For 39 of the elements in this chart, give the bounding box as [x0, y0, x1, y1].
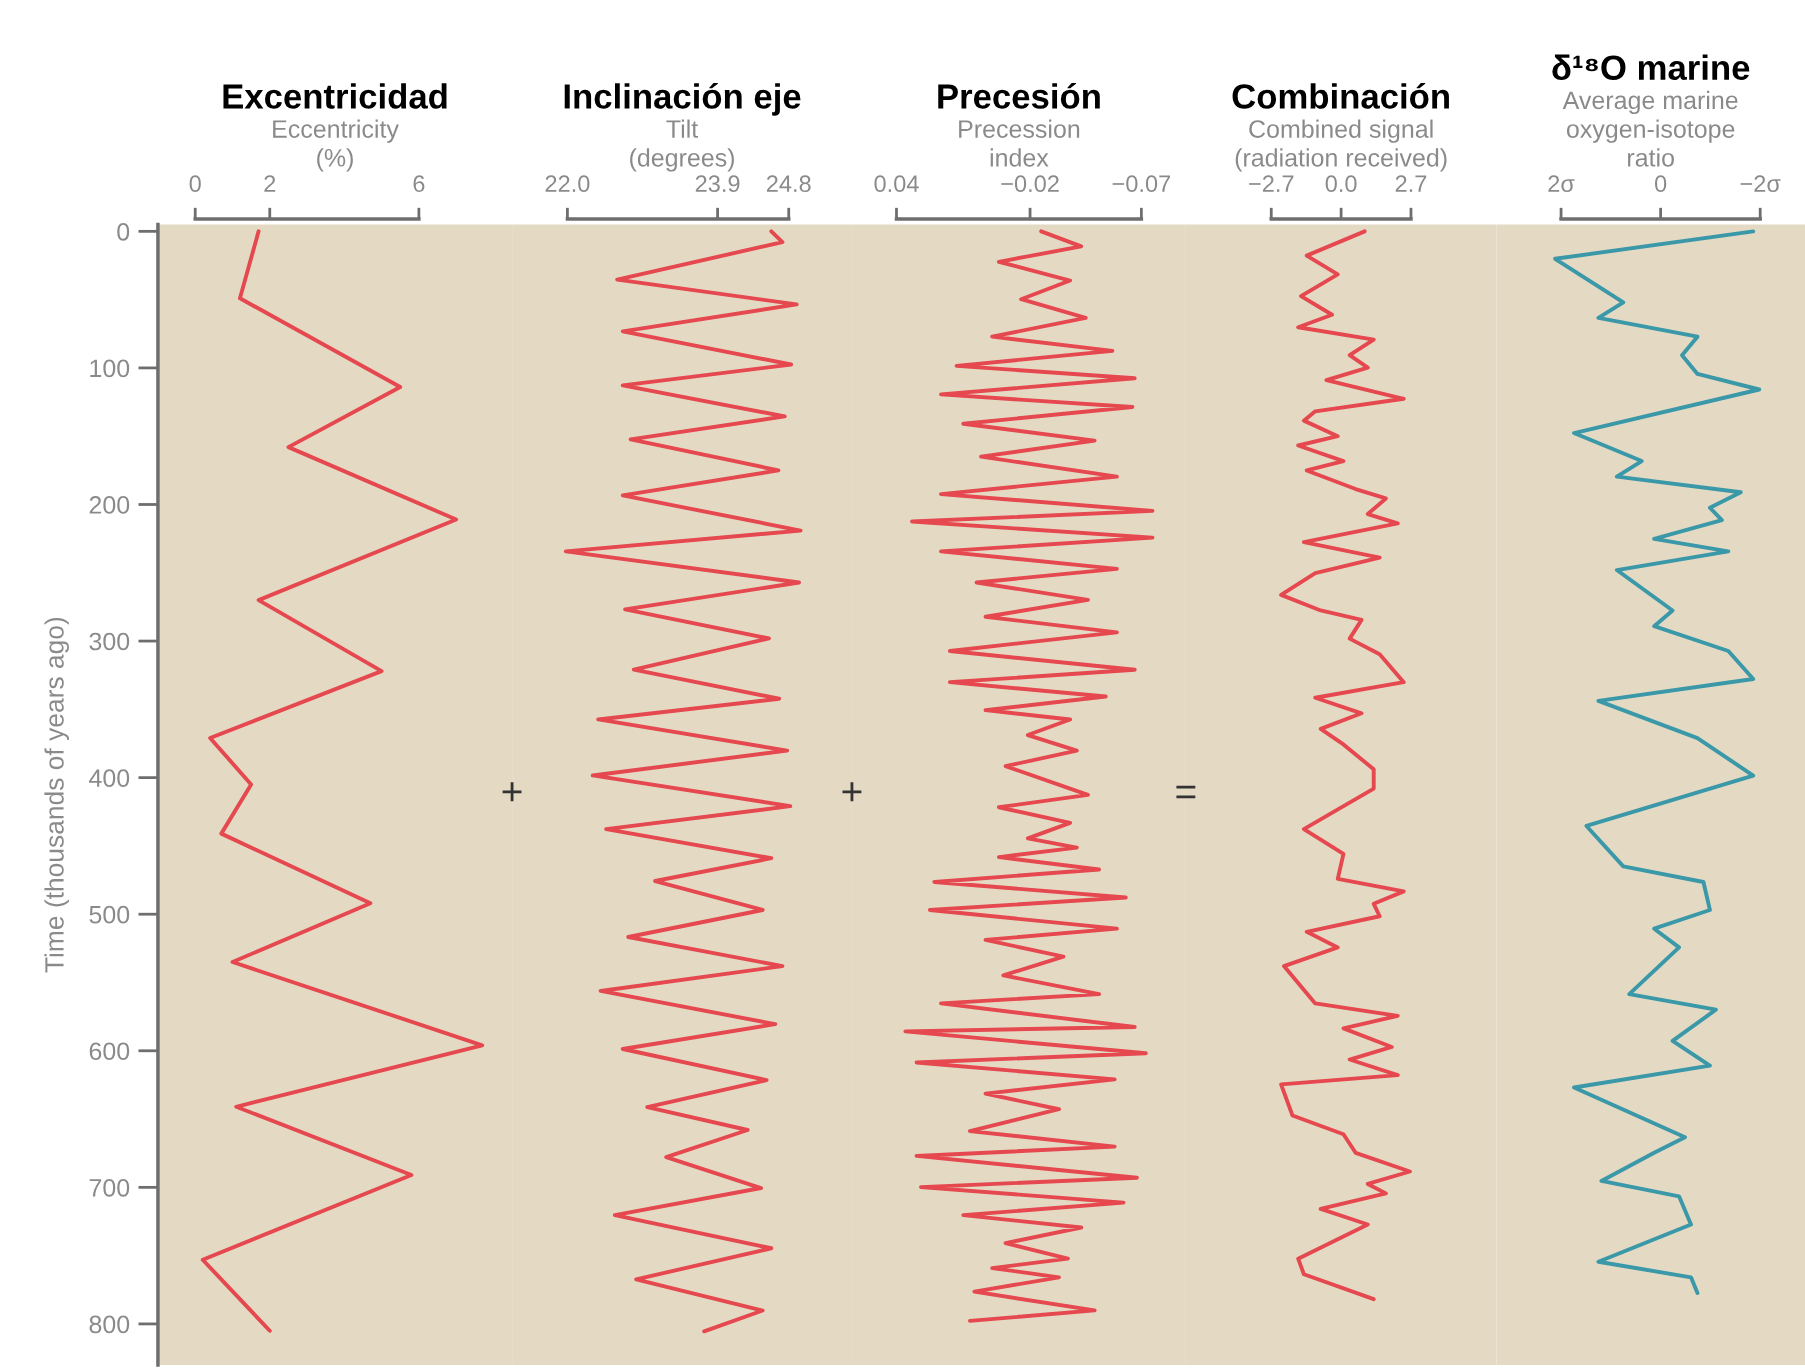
- chart-title: Combinación: [1232, 82, 1449, 109]
- x-tick-label: 22.0: [545, 175, 590, 193]
- chart-title: Precesión: [938, 82, 1100, 109]
- x-tick-label: 2: [264, 175, 276, 192]
- x-tick-label: 0.04: [874, 175, 919, 193]
- x-tick-label: 2σ: [1548, 175, 1575, 193]
- x-axis-title: Tilt (degrees): [630, 119, 734, 172]
- x-tick-label: 6: [413, 175, 425, 193]
- x-tick-label: 24.8: [766, 175, 811, 193]
- annotation: =: [1176, 785, 1196, 799]
- chart-title: Inclinación eje: [564, 82, 801, 116]
- x-axis-title: Eccentricity (%): [273, 119, 399, 172]
- x-axis-title: Precession index: [959, 119, 1080, 167]
- x-tick-label: 0: [189, 175, 201, 193]
- y-tick-label: 100: [90, 359, 130, 378]
- y-tick-label: 500: [89, 905, 130, 924]
- x-tick-label: −2σ: [1740, 175, 1781, 193]
- x-tick-label: −0.07: [1112, 175, 1171, 193]
- x-axis-title: Combined signal (radiation received): [1235, 119, 1447, 172]
- annotation: +: [502, 782, 522, 802]
- y-tick-label: 300: [89, 632, 130, 651]
- y-tick-label: 200: [89, 496, 130, 514]
- y-tick-label: 800: [89, 1315, 130, 1334]
- x-tick-label: 0: [1654, 175, 1667, 193]
- y-tick-label: 0: [117, 222, 130, 241]
- x-axis-title: Average marine oxygen-isotope ratio: [1562, 90, 1738, 167]
- x-tick-label: 2.7: [1395, 175, 1427, 192]
- chart-title: Excentricidad: [223, 83, 447, 109]
- x-tick-label: −2.7: [1249, 175, 1294, 192]
- annotation: +: [842, 782, 862, 802]
- y-axis-title: Time (thousands of years ago): [44, 617, 70, 973]
- chart-title: δ¹⁸O marine: [1552, 54, 1750, 81]
- x-tick-label: −0.02: [1001, 175, 1059, 193]
- y-tick-label: 700: [89, 1178, 130, 1197]
- line-series: [200, 229, 485, 1333]
- y-tick-label: 600: [89, 1042, 130, 1061]
- x-tick-label: 0.0: [1325, 175, 1357, 193]
- x-tick-label: 23.9: [695, 175, 740, 193]
- y-tick-label: 400: [89, 769, 130, 787]
